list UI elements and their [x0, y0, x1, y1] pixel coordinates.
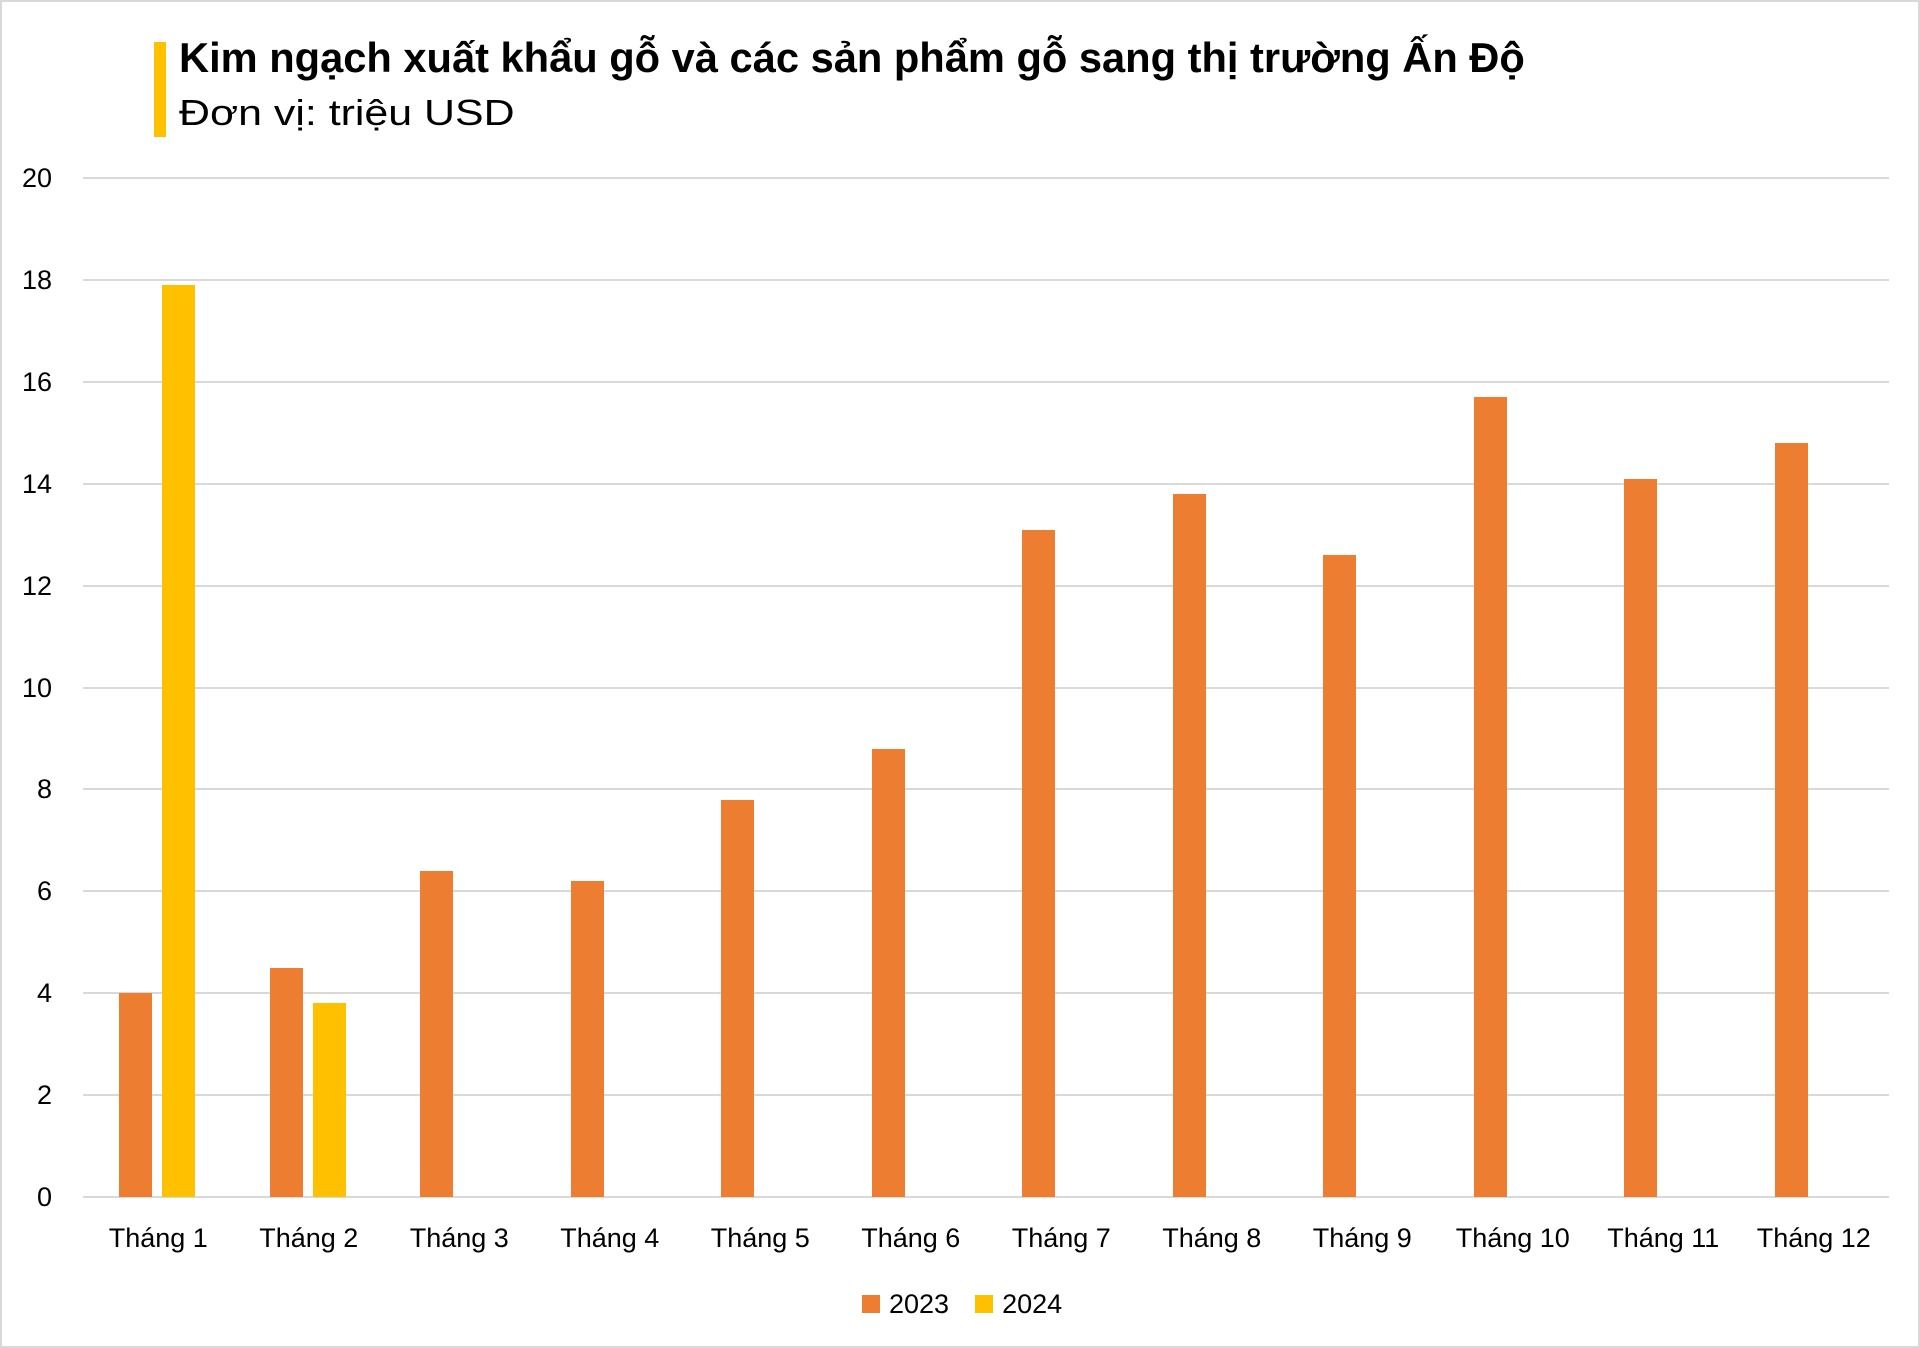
bar-2023-6: [871, 748, 905, 1197]
bar-2023-8: [1172, 493, 1206, 1197]
legend-swatch-2024: [975, 1295, 994, 1313]
y-tick-label: 12: [21, 570, 52, 601]
y-tick-label: 14: [21, 468, 52, 499]
bar-2023-1: [119, 993, 153, 1197]
y-tick-label: 6: [36, 876, 52, 907]
y-tick-label: 0: [36, 1182, 52, 1212]
gridline-10: [83, 686, 1889, 689]
bar-2024-1: [162, 284, 196, 1197]
bar-2023-3: [420, 870, 454, 1197]
bar-2023-11: [1624, 478, 1658, 1197]
x-tick-label: Tháng 10: [1455, 1223, 1570, 1253]
gridline-16: [83, 380, 1889, 383]
gridline-6: [83, 890, 1889, 893]
bar-2023-2: [269, 967, 303, 1197]
gridline-18: [83, 278, 1889, 281]
y-tick-label: 4: [36, 978, 52, 1009]
x-tick-label: Tháng 1: [108, 1223, 208, 1253]
plot-area: [83, 177, 1889, 1198]
bar-2023-7: [1022, 529, 1056, 1197]
gridline-0: [83, 1196, 1889, 1198]
bar-2023-4: [570, 881, 604, 1197]
bar-2023-5: [721, 799, 755, 1197]
y-tick-label: 10: [21, 672, 52, 703]
gridline-20: [83, 177, 1889, 179]
x-tick-label: Tháng 12: [1756, 1223, 1871, 1253]
y-tick-label: 2: [36, 1080, 52, 1111]
gridline-14: [83, 482, 1889, 485]
legend: 2023 2024: [862, 1289, 1088, 1319]
x-tick-label: Tháng 4: [560, 1223, 660, 1253]
x-tick-label: Tháng 8: [1162, 1223, 1262, 1253]
bar-2023-12: [1774, 442, 1808, 1197]
bar-2023-9: [1323, 555, 1357, 1197]
x-tick-label: Tháng 9: [1312, 1223, 1412, 1253]
bar-2024-2: [312, 1003, 346, 1197]
legend-label-2023: 2023: [889, 1288, 950, 1319]
bar-2023-10: [1473, 397, 1507, 1197]
gridline-8: [83, 788, 1889, 791]
gridline-12: [83, 584, 1889, 587]
chart-title: Kim ngạch xuất khẩu gỗ và các sản phẩm g…: [179, 34, 1525, 81]
y-tick-label: 16: [21, 366, 52, 397]
gridline-4: [83, 992, 1889, 995]
legend-item-2024: 2024: [975, 1289, 1062, 1320]
gridline-2: [83, 1094, 1889, 1097]
chart-subtitle: Đơn vị: triệu USD: [179, 92, 515, 133]
legend-label-2024: 2024: [1002, 1288, 1063, 1319]
x-tick-label: Tháng 2: [259, 1223, 359, 1253]
x-tick-label: Tháng 11: [1607, 1223, 1720, 1253]
legend-swatch-2023: [862, 1295, 880, 1313]
y-tick-label: 18: [21, 264, 52, 295]
x-tick-label: Tháng 6: [861, 1223, 961, 1253]
x-tick-label: Tháng 7: [1011, 1223, 1111, 1253]
y-tick-label: 8: [36, 774, 52, 805]
y-tick-label: 20: [21, 163, 52, 193]
title-accent-bar: [154, 42, 166, 137]
x-tick-label: Tháng 5: [710, 1223, 810, 1253]
legend-item-2023: 2023: [862, 1289, 949, 1320]
x-tick-label: Tháng 3: [409, 1223, 509, 1253]
